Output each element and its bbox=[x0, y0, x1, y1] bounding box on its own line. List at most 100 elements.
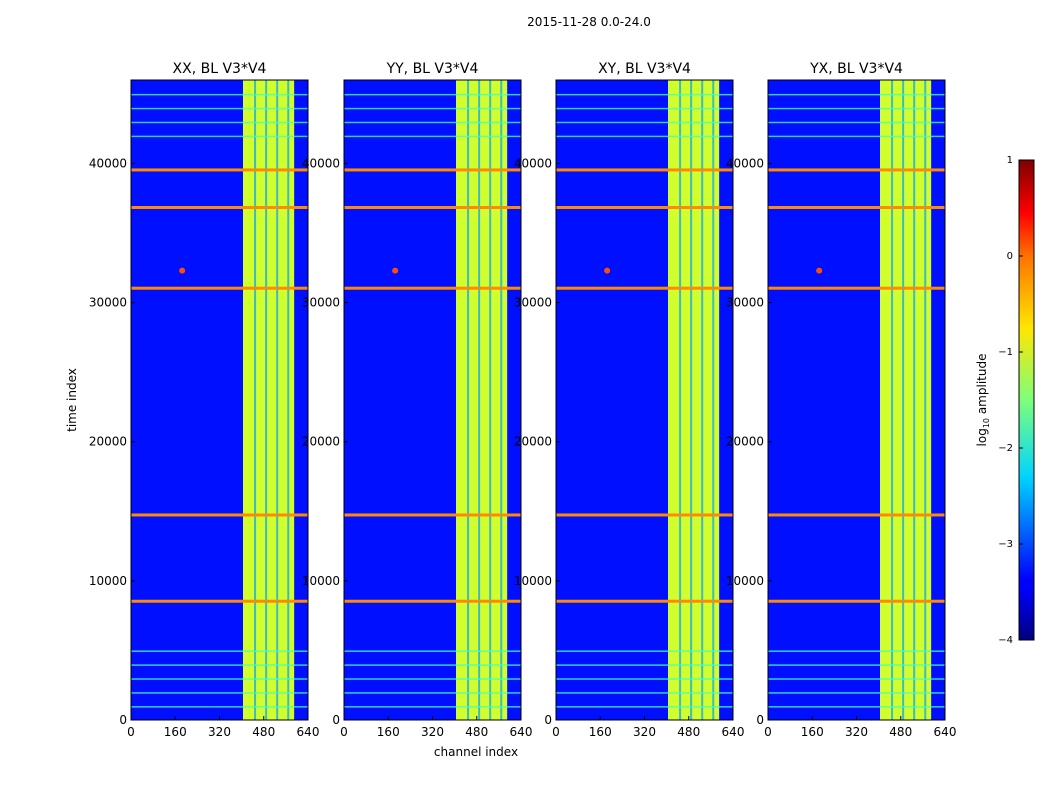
y-tick-label: 0 bbox=[544, 713, 552, 727]
y-tick-label: 0 bbox=[756, 713, 764, 727]
y-tick-label: 40000 bbox=[726, 156, 764, 170]
x-tick-label: 160 bbox=[589, 725, 612, 739]
time-striation bbox=[556, 664, 733, 666]
y-tick-label: 40000 bbox=[514, 156, 552, 170]
x-tick-label: 640 bbox=[510, 725, 533, 739]
time-striation bbox=[131, 664, 308, 666]
rfi-time-row bbox=[131, 168, 308, 172]
y-tick-label: 30000 bbox=[514, 296, 552, 310]
rfi-time-row bbox=[556, 286, 733, 290]
time-striation bbox=[768, 650, 945, 652]
figure-title: 2015-11-28 0.0-24.0 bbox=[527, 15, 651, 29]
band-gap-line bbox=[254, 80, 257, 720]
point-source bbox=[604, 267, 611, 274]
y-tick-label: 20000 bbox=[89, 435, 127, 449]
band-gap-line bbox=[489, 80, 492, 720]
x-tick-label: 160 bbox=[164, 725, 187, 739]
time-striation bbox=[768, 135, 945, 138]
colorbar-ticks: 1 0 −1 −2 −3 −4 bbox=[998, 155, 1023, 646]
time-striation bbox=[344, 650, 521, 652]
panel-2: YY, BL V3*V4 0 160 320 480 640 0 10000 20000 3000… bbox=[302, 61, 533, 739]
band-gap-line bbox=[276, 80, 279, 720]
band-gap-line bbox=[265, 80, 268, 720]
time-striation bbox=[344, 692, 521, 694]
x-tick-label: 480 bbox=[889, 725, 912, 739]
colorbar-tick-label: −1 bbox=[998, 347, 1013, 358]
y-tick-label: 40000 bbox=[302, 156, 340, 170]
time-striation bbox=[131, 650, 308, 652]
y-tick-label: 10000 bbox=[89, 574, 127, 588]
time-striation bbox=[131, 121, 308, 124]
time-striation bbox=[768, 678, 945, 680]
colorbar-label: log10 amplitude bbox=[975, 354, 991, 447]
time-striation bbox=[131, 678, 308, 680]
rfi-time-row bbox=[344, 168, 521, 172]
x-tick-label: 480 bbox=[677, 725, 700, 739]
y-tick-label: 30000 bbox=[89, 296, 127, 310]
rfi-time-row bbox=[556, 206, 733, 209]
time-striation bbox=[344, 678, 521, 680]
y-tick-label: 20000 bbox=[726, 435, 764, 449]
time-striation bbox=[768, 692, 945, 694]
rfi-time-row bbox=[556, 599, 733, 603]
rfi-time-row bbox=[131, 206, 308, 209]
band-gap-line bbox=[924, 80, 927, 720]
colorbar: 1 0 −1 −2 −3 −4 log10 amplitude bbox=[975, 155, 1035, 646]
time-striation bbox=[131, 107, 308, 110]
y-tick-label: 30000 bbox=[302, 296, 340, 310]
panel-title: YX, BL V3*V4 bbox=[809, 61, 903, 77]
time-striation bbox=[556, 692, 733, 694]
band-gap-line bbox=[913, 80, 916, 720]
time-striation bbox=[344, 107, 521, 110]
band-gap-line bbox=[478, 80, 481, 720]
time-striation bbox=[131, 706, 308, 708]
y-tick-label: 20000 bbox=[514, 435, 552, 449]
time-striation bbox=[556, 93, 733, 96]
rfi-time-row bbox=[131, 513, 308, 517]
x-tick-label: 640 bbox=[934, 725, 957, 739]
time-striation bbox=[768, 93, 945, 96]
x-tick-label: 160 bbox=[377, 725, 400, 739]
colorbar-tick-label: −4 bbox=[998, 635, 1013, 646]
band-gap-line bbox=[500, 80, 503, 720]
band-gap-line bbox=[679, 80, 682, 720]
rfi-time-row bbox=[344, 206, 521, 209]
panel-title: XY, BL V3*V4 bbox=[598, 61, 691, 77]
time-striation bbox=[556, 135, 733, 138]
rfi-time-row bbox=[768, 286, 945, 290]
x-tick-label: 480 bbox=[465, 725, 488, 739]
panel-4: YX, BL V3*V4 0 160 320 480 640 0 10000 20000 3000… bbox=[726, 61, 957, 739]
rfi-channel-band bbox=[243, 80, 295, 720]
time-striation bbox=[768, 664, 945, 666]
colorbar-tick-label: 0 bbox=[1007, 251, 1013, 262]
time-striation bbox=[344, 93, 521, 96]
rfi-time-row bbox=[556, 168, 733, 172]
x-tick-label: 640 bbox=[297, 725, 320, 739]
y-tick-label: 10000 bbox=[302, 574, 340, 588]
time-striation bbox=[131, 135, 308, 138]
time-striation bbox=[768, 121, 945, 124]
rfi-time-row bbox=[768, 599, 945, 603]
panel-title: YY, BL V3*V4 bbox=[386, 61, 479, 77]
x-tick-label: 160 bbox=[801, 725, 824, 739]
time-striation bbox=[131, 692, 308, 694]
panels: XX, BL V3*V4 0 160 320 480 640 0 10000 20000 3000… bbox=[89, 61, 957, 739]
panel-3: XY, BL V3*V4 0 160 320 480 640 0 10000 20000 3000… bbox=[514, 61, 745, 739]
rfi-time-row bbox=[344, 513, 521, 517]
x-tick-label: 640 bbox=[722, 725, 745, 739]
band-gap-line bbox=[467, 80, 470, 720]
band-gap-line bbox=[902, 80, 905, 720]
x-tick-label: 0 bbox=[764, 725, 772, 739]
band-gap-line bbox=[891, 80, 894, 720]
rfi-channel-band bbox=[456, 80, 508, 720]
colorbar-tick-label: −3 bbox=[998, 539, 1013, 550]
rfi-time-row bbox=[768, 168, 945, 172]
x-tick-label: 320 bbox=[633, 725, 656, 739]
y-tick-label: 10000 bbox=[514, 574, 552, 588]
time-striation bbox=[344, 706, 521, 708]
band-gap-line bbox=[287, 80, 290, 720]
x-axis-label: channel index bbox=[434, 745, 518, 759]
band-gap-line bbox=[712, 80, 715, 720]
time-striation bbox=[131, 93, 308, 96]
